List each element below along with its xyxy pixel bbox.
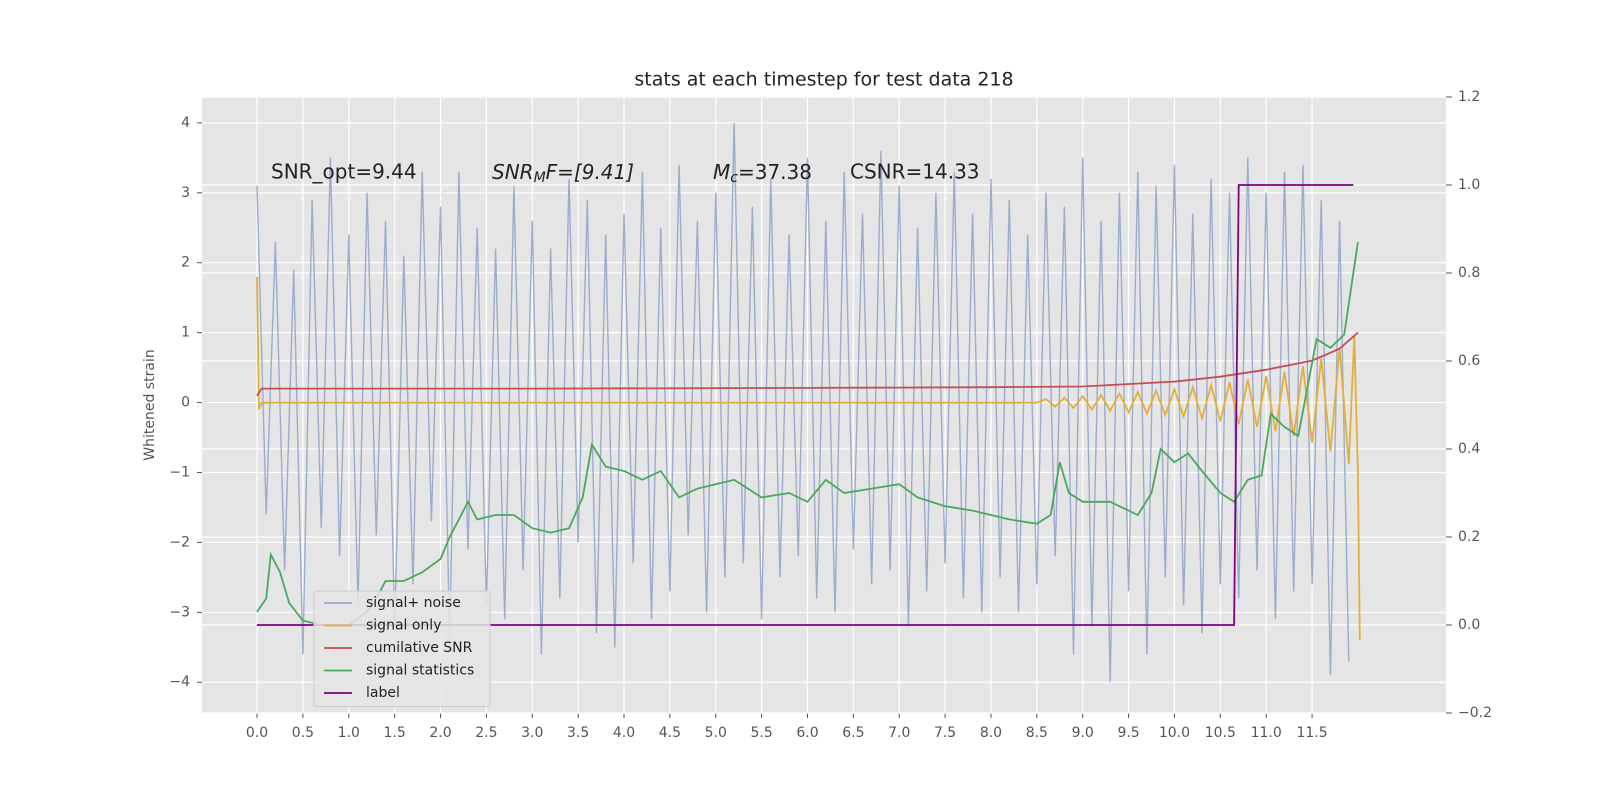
- y-tick-label: 0: [181, 395, 190, 411]
- legend-label: cumilative SNR: [366, 640, 473, 656]
- x-tick-label: 8.5: [1026, 725, 1048, 741]
- x-tick-label: 0.5: [292, 725, 314, 741]
- y2-tick-label: −0.2: [1458, 705, 1492, 721]
- x-tick-label: 1.0: [338, 725, 360, 741]
- series-line: [257, 184, 1354, 626]
- annotation-part: =37.38: [738, 160, 812, 184]
- y2-tick-label: 0.8: [1458, 265, 1480, 281]
- y-tick-label: 2: [181, 255, 190, 271]
- annotation-sub: M: [534, 170, 546, 186]
- x-tick-label: 7.5: [934, 725, 956, 741]
- y2-tick-label: 1.2: [1458, 89, 1480, 105]
- annotation-part: M: [713, 160, 730, 184]
- x-tick-label: 7.0: [888, 725, 910, 741]
- chart-title: stats at each timestep for test data 218: [634, 69, 1013, 91]
- y2-tick-label: 0.0: [1458, 617, 1480, 633]
- y-tick-label: 1: [181, 325, 190, 341]
- series-line: [256, 276, 1361, 641]
- y2-tick-label: 0.6: [1458, 353, 1480, 369]
- x-tick-label: 9.0: [1072, 725, 1094, 741]
- annotation-part: SNR: [492, 160, 534, 184]
- y-tick-label: −4: [169, 674, 190, 690]
- x-tick-label: 2.0: [429, 725, 451, 741]
- y-tick-label: −2: [169, 534, 190, 550]
- x-tick-label: 0.0: [246, 725, 268, 741]
- x-tick-label: 8.0: [980, 725, 1002, 741]
- y2-tick-label: 1.0: [1458, 177, 1480, 193]
- legend-box: [313, 590, 491, 707]
- y2-tick-label: 0.2: [1458, 529, 1480, 545]
- series-line: [256, 122, 1350, 683]
- legend-label: signal+ noise: [366, 595, 461, 611]
- legend-label: label: [366, 685, 400, 701]
- x-tick-label: 4.5: [659, 725, 681, 741]
- annotation: SNR_opt=9.44: [271, 160, 417, 184]
- x-tick-label: 1.5: [384, 725, 406, 741]
- x-tick-label: 3.5: [567, 725, 589, 741]
- annotation: SNRMF=[9.41]: [492, 160, 634, 187]
- y-tick-label: 4: [181, 115, 190, 131]
- annotation: Mc=37.38: [713, 160, 812, 187]
- x-tick-label: 11.5: [1296, 725, 1327, 741]
- series-line: [256, 331, 1359, 397]
- annotation-sub: c: [730, 170, 738, 186]
- x-tick-label: 5.5: [750, 725, 772, 741]
- legend-label: signal only: [366, 618, 441, 634]
- x-tick-label: 11.0: [1251, 725, 1282, 741]
- x-tick-label: 6.0: [796, 725, 818, 741]
- x-tick-label: 10.5: [1205, 725, 1236, 741]
- legend-label: signal statistics: [366, 663, 474, 679]
- x-tick-label: 9.5: [1117, 725, 1139, 741]
- y2-tick-label: 0.4: [1458, 441, 1480, 457]
- x-tick-label: 3.0: [521, 725, 543, 741]
- y-tick-label: −3: [169, 604, 190, 620]
- y-axis-label: Whitened strain: [142, 349, 158, 460]
- annotation-part: F=[9.41]: [546, 160, 634, 184]
- x-tick-label: 4.0: [613, 725, 635, 741]
- series-line: [256, 242, 1359, 626]
- x-tick-label: 6.5: [842, 725, 864, 741]
- x-tick-label: 10.0: [1159, 725, 1190, 741]
- y-tick-label: 3: [181, 185, 190, 201]
- y-tick-label: −1: [169, 464, 190, 480]
- annotation: CSNR=14.33: [850, 160, 980, 184]
- x-tick-label: 5.0: [705, 725, 727, 741]
- x-tick-label: 2.5: [475, 725, 497, 741]
